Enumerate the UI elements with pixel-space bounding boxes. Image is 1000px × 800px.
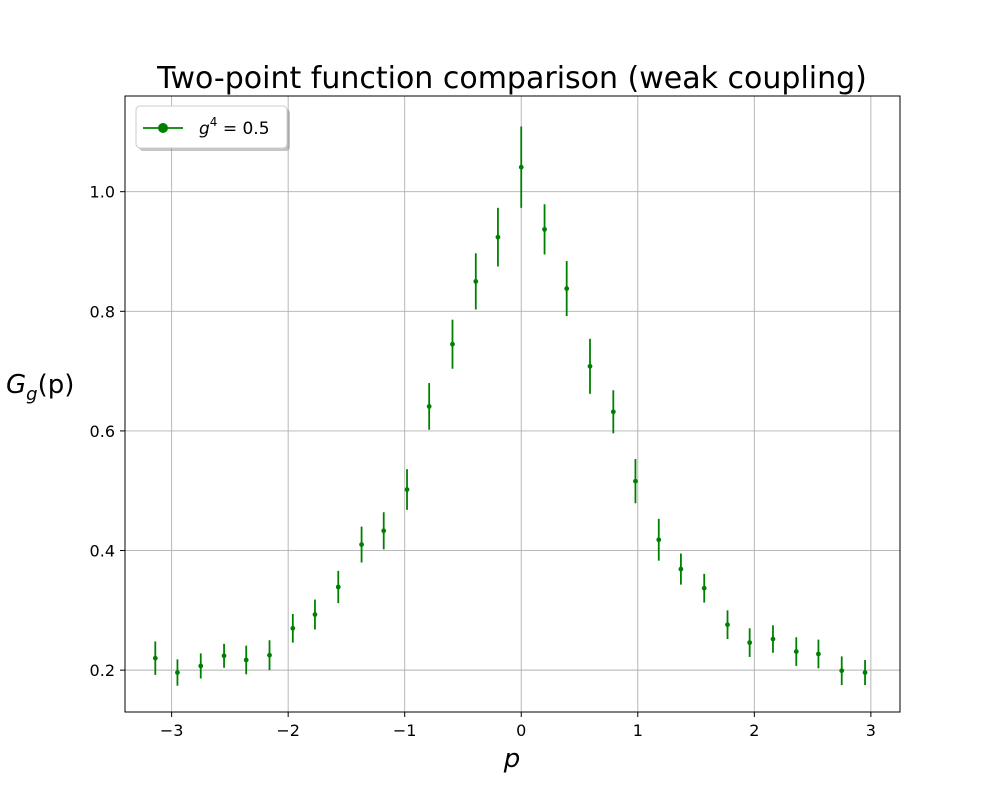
x-tick-label: 1 [633, 721, 643, 740]
y-axis-label-main: G [6, 370, 26, 400]
data-point [542, 226, 547, 232]
y-tick-label: 0.4 [90, 542, 115, 561]
legend: g4 = 0.5 [135, 105, 290, 151]
legend-label-main: g [199, 119, 210, 139]
legend-label-value: = 0.5 [217, 119, 269, 139]
data-point [359, 542, 364, 547]
data-point [175, 670, 180, 675]
data-point [312, 612, 318, 617]
plot-frame [124, 95, 901, 713]
data-point [267, 652, 272, 658]
data-point [221, 653, 227, 659]
legend-box [135, 105, 288, 149]
chart-title: Two-point function comparison (weak coup… [156, 61, 867, 96]
y-tick-label: 0.8 [90, 302, 115, 321]
data-point [198, 663, 204, 669]
data-point [495, 234, 501, 240]
y-tick-label: 1.0 [90, 183, 115, 202]
data-point [587, 363, 593, 369]
data-point [518, 164, 524, 170]
legend-label-superscript: 4 [210, 115, 218, 129]
x-tick-label: −1 [393, 721, 417, 740]
grid-lines [125, 96, 900, 712]
x-tick-label: 3 [866, 721, 876, 740]
data-point [793, 649, 799, 654]
data-point [243, 657, 249, 663]
x-tick-label: −2 [276, 721, 300, 740]
y-tick-label: 0.2 [90, 661, 115, 680]
data-point [152, 655, 158, 661]
data-point [770, 636, 776, 642]
data-points [152, 164, 868, 675]
data-point [747, 640, 753, 646]
y-axis-ticks: 0.2 0.4 0.6 0.8 1.0 [90, 183, 125, 680]
legend-label: g4 = 0.5 [199, 115, 270, 139]
data-point [610, 409, 616, 415]
data-point [656, 537, 662, 543]
legend-dot-marker [158, 123, 168, 133]
data-point [816, 651, 821, 657]
data-point [450, 341, 455, 347]
data-point [335, 584, 341, 590]
y-tick-label: 0.6 [90, 422, 115, 441]
data-point [381, 528, 387, 534]
x-tick-label: −3 [160, 721, 184, 740]
x-tick-label: 2 [749, 721, 759, 740]
y-axis-label-subscript: g [26, 384, 37, 405]
data-point [564, 286, 570, 291]
data-point [633, 478, 638, 484]
x-axis-label: p [503, 744, 521, 774]
x-axis-ticks: −3 −2 −1 0 1 2 3 [160, 712, 876, 740]
y-axis-label-argument: (p) [38, 370, 75, 400]
data-point [839, 668, 845, 674]
data-point [404, 487, 410, 492]
data-point [678, 566, 684, 572]
data-point [473, 278, 479, 284]
y-axis-label: Gg(p) [6, 370, 74, 405]
data-point [862, 670, 868, 675]
data-point [701, 585, 707, 591]
data-point [426, 403, 432, 409]
data-point [290, 625, 296, 631]
x-tick-label: 0 [516, 721, 526, 740]
data-point [725, 622, 730, 628]
